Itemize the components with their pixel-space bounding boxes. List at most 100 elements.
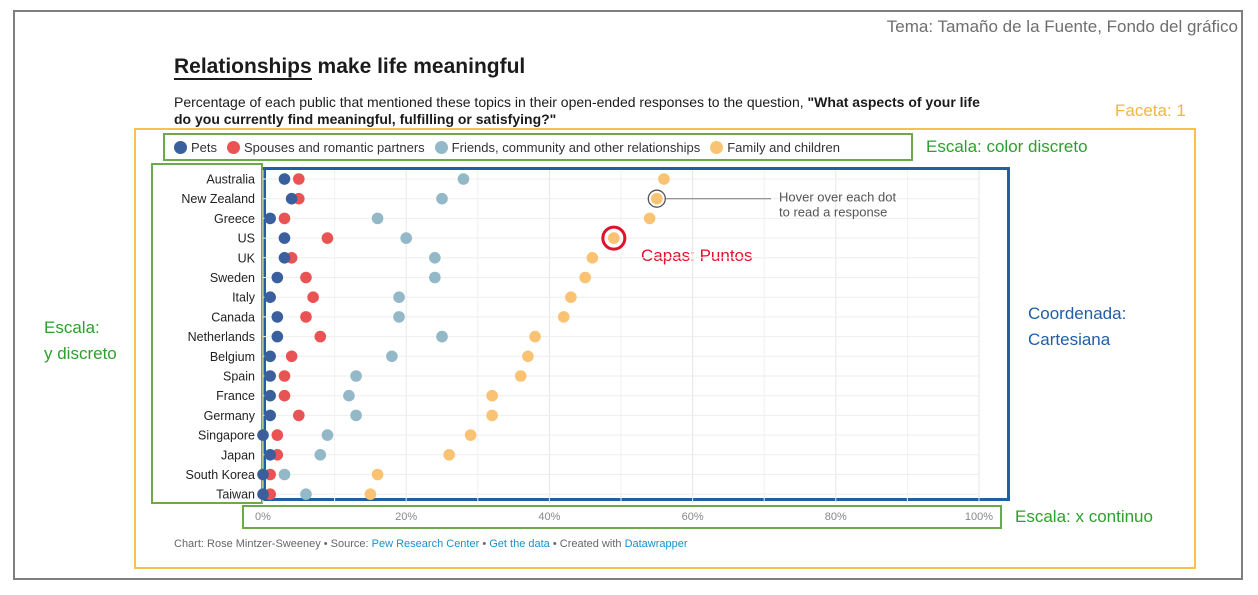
title-underlined: Relationships bbox=[174, 55, 312, 80]
dot-0-4 bbox=[278, 251, 291, 264]
dot-3-5 bbox=[579, 271, 591, 284]
x-tick-label: 100% bbox=[965, 511, 993, 523]
dot-2-4 bbox=[429, 251, 441, 264]
dot-0-6 bbox=[264, 291, 276, 304]
facet-annotation: Faceta: 1 bbox=[1115, 101, 1186, 120]
dot-1-6 bbox=[307, 291, 319, 304]
y-tick-label: UK bbox=[238, 251, 256, 265]
y-tick-label: Italy bbox=[232, 291, 256, 305]
y-scale-annotation-line2: y discreto bbox=[44, 344, 117, 363]
dot-0-2 bbox=[264, 212, 276, 225]
highlight-ring bbox=[601, 225, 627, 251]
coordinate-frame bbox=[263, 167, 1010, 501]
legend-item-2: Friends, community and other relationshi… bbox=[434, 140, 701, 155]
y-tick-label: US bbox=[238, 232, 255, 246]
y-tick-label: Sweden bbox=[210, 271, 255, 285]
legend-item-0: Pets bbox=[174, 140, 217, 155]
chart-footer: Chart: Rose Mintzer-Sweeney • Source: Pe… bbox=[174, 538, 688, 550]
dot-2-10 bbox=[350, 370, 362, 382]
dot-2-15 bbox=[278, 468, 291, 481]
dot-2-14 bbox=[314, 449, 327, 461]
legend-swatch bbox=[710, 141, 724, 154]
chart-legend: Pets Spouses and romantic partners Friends… bbox=[174, 140, 850, 155]
dot-0-5 bbox=[271, 271, 284, 284]
datawrapper-link[interactable]: Datawrapper bbox=[624, 538, 688, 550]
dot-3-16 bbox=[364, 488, 377, 501]
legend-swatch bbox=[174, 141, 187, 154]
dot-1-10 bbox=[278, 370, 291, 382]
dot-1-7 bbox=[300, 311, 312, 323]
dot-2-12 bbox=[350, 409, 362, 422]
subtitle-question: "What aspects of your life do you curren… bbox=[174, 94, 980, 127]
y-tick-label: Netherlands bbox=[188, 330, 255, 344]
facet-frame bbox=[134, 128, 1196, 569]
y-tick-label: Japan bbox=[221, 448, 255, 462]
hover-ring bbox=[647, 189, 666, 208]
get-data-link[interactable]: Get the data bbox=[489, 538, 550, 550]
legend-label: Spouses and romantic partners bbox=[244, 140, 425, 155]
legend-swatch bbox=[434, 141, 448, 154]
dot-3-10 bbox=[514, 370, 527, 382]
dot-3-4 bbox=[586, 251, 599, 264]
x-tick-label: 60% bbox=[682, 511, 704, 523]
dot-3-3 bbox=[608, 232, 620, 244]
hover-note-line: to read a response bbox=[779, 205, 887, 220]
legend-item-3: Family and children bbox=[710, 140, 840, 155]
source-link[interactable]: Pew Research Center bbox=[371, 538, 480, 550]
dot-0-10 bbox=[264, 370, 276, 382]
y-tick-label: France bbox=[216, 389, 255, 403]
y-scale-frame bbox=[151, 163, 263, 504]
dot-3-14 bbox=[443, 449, 455, 461]
dot-2-6 bbox=[393, 291, 405, 304]
chart-title: Relationships make life meaningful bbox=[174, 55, 526, 80]
dot-0-7 bbox=[271, 311, 284, 323]
dot-2-0 bbox=[457, 173, 470, 185]
footer-sep: • bbox=[479, 538, 490, 550]
legend-label: Friends, community and other relationshi… bbox=[451, 140, 701, 155]
y-tick-label: Greece bbox=[214, 212, 255, 226]
legend-swatch bbox=[227, 141, 241, 154]
layers-annotation: Capas: Puntos bbox=[641, 246, 753, 265]
dot-1-12 bbox=[293, 409, 305, 422]
hover-note-line: Hover over each dot bbox=[779, 190, 896, 205]
dot-3-9 bbox=[522, 350, 534, 363]
y-tick-label: South Korea bbox=[186, 468, 256, 482]
dot-0-0 bbox=[278, 173, 291, 185]
dot-0-12 bbox=[264, 409, 276, 422]
dot-1-0 bbox=[293, 173, 305, 185]
y-tick-label: Germany bbox=[204, 409, 256, 423]
y-tick-label: Belgium bbox=[210, 350, 255, 364]
dot-2-11 bbox=[343, 389, 355, 402]
color-scale-frame bbox=[163, 133, 913, 161]
dot-1-13 bbox=[271, 429, 284, 441]
dot-1-5 bbox=[300, 271, 312, 284]
dot-0-1 bbox=[285, 192, 298, 205]
dot-2-9 bbox=[386, 350, 398, 363]
dot-3-11 bbox=[486, 389, 498, 402]
dot-1-2 bbox=[278, 212, 291, 225]
dot-0-13 bbox=[257, 429, 269, 441]
dot-2-1 bbox=[436, 192, 448, 205]
x-tick-label: 80% bbox=[825, 511, 847, 523]
footer-prefix: Chart: Rose Mintzer-Sweeney • Source: bbox=[174, 538, 372, 550]
dot-2-16 bbox=[300, 488, 312, 501]
dot-1-11 bbox=[278, 389, 291, 402]
legend-label: Pets bbox=[191, 140, 218, 155]
legend-item-1: Spouses and romantic partners bbox=[227, 140, 425, 155]
dot-2-7 bbox=[393, 311, 405, 323]
dot-1-3 bbox=[321, 232, 334, 244]
coordinate-annotation-line1: Coordenada: bbox=[1028, 304, 1127, 323]
y-tick-label: Taiwan bbox=[216, 488, 255, 502]
chart-subtitle: Percentage of each public that mentioned… bbox=[174, 94, 994, 128]
dot-1-9 bbox=[285, 350, 298, 363]
outer-frame bbox=[13, 10, 1243, 580]
dot-2-8 bbox=[436, 330, 448, 343]
y-tick-label: Singapore bbox=[198, 429, 255, 443]
dot-0-16 bbox=[257, 488, 269, 501]
dot-1-8 bbox=[314, 330, 327, 343]
dot-0-11 bbox=[264, 389, 276, 402]
title-rest: make life meaningful bbox=[311, 55, 526, 78]
x-tick-label: 40% bbox=[538, 511, 560, 523]
dot-2-2 bbox=[371, 212, 384, 225]
dot-0-8 bbox=[271, 330, 284, 343]
